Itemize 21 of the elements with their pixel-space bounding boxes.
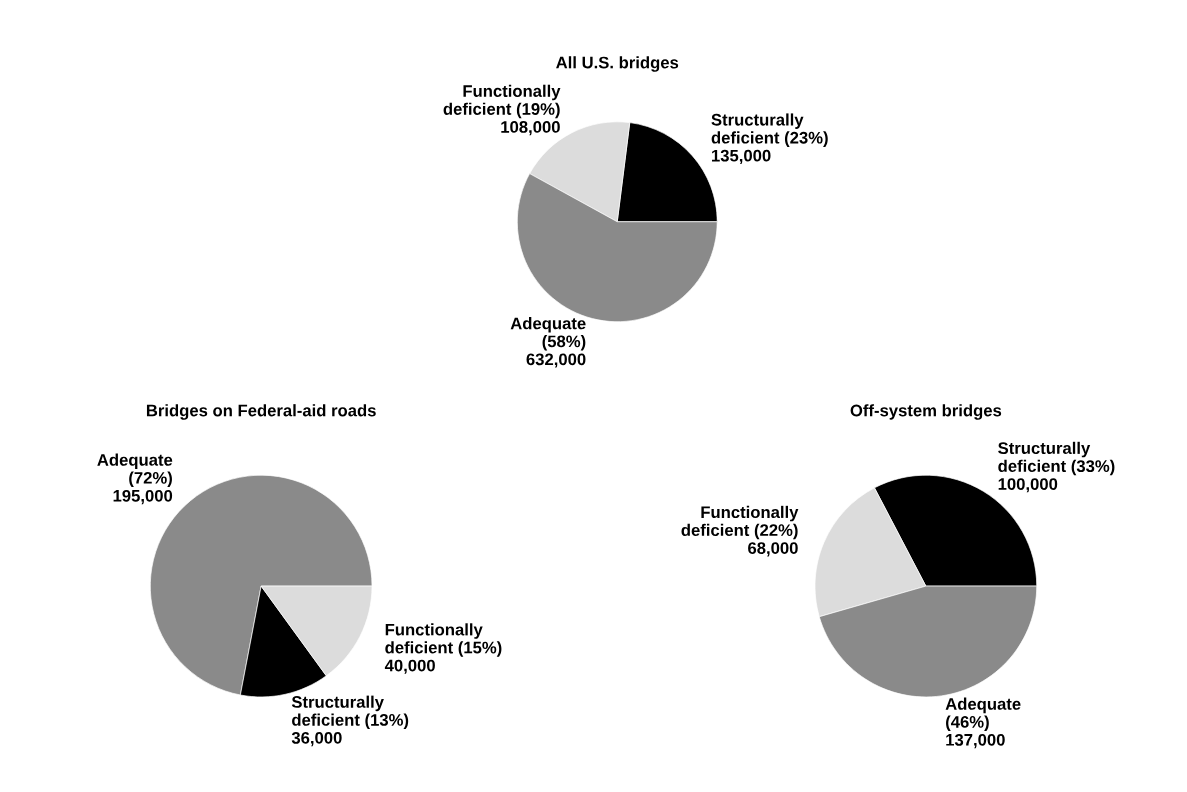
text: 632,000	[526, 353, 586, 368]
text: 135,000	[712, 149, 771, 164]
text: 68,000	[748, 542, 798, 557]
slice-label: Structurally deficient (23%)	[711, 113, 828, 147]
text: 100,000	[998, 478, 1058, 493]
chart-title: Off-system bridges	[850, 404, 1002, 420]
slice-label: Functionally deficient (15%)	[385, 623, 502, 657]
slice-label: Functionally deficient (19%)	[443, 84, 561, 119]
slice-label: Structurally deficient (13%)	[291, 695, 409, 730]
slice-label: Adequate (46%)	[945, 697, 1021, 732]
slice-label: Functionally deficient (22%)	[681, 505, 799, 540]
slice-label: Adequate (58%)	[510, 317, 586, 351]
slice-label: Adequate (72%)	[97, 453, 173, 488]
text: 195,000	[113, 489, 173, 505]
slice-label: Structurally deficient (33%)	[998, 441, 1115, 476]
chart-title: Bridges on Federal-aid roads	[146, 404, 376, 420]
text: 108,000	[501, 121, 560, 136]
chart-title: All U.S. bridges	[556, 56, 679, 72]
text: 36,000	[291, 731, 342, 747]
text: 137,000	[946, 733, 1005, 749]
text: 40,000	[384, 659, 435, 674]
